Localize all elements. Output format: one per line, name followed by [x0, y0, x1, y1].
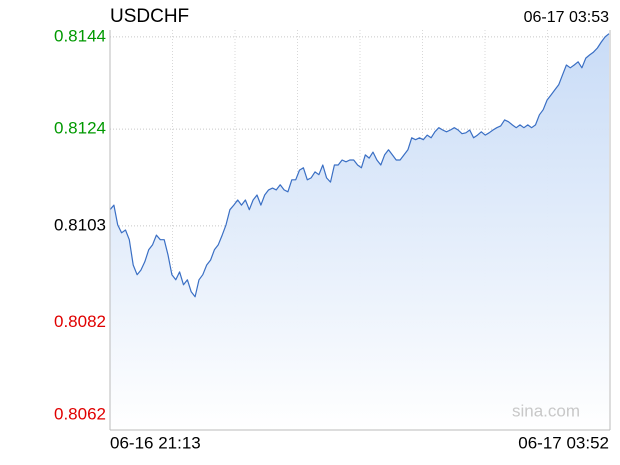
x-tick-label: 06-17 03:52 — [518, 433, 609, 452]
area — [110, 33, 609, 430]
y-tick-label: 0.8062 — [54, 404, 106, 423]
y-tick-label: 0.8124 — [54, 119, 106, 138]
y-tick-label: 0.8082 — [54, 312, 106, 331]
x-tick-label: 06-16 21:13 — [110, 433, 201, 452]
y-tick-label: 0.8144 — [54, 26, 106, 45]
timestamp: 06-17 03:53 — [524, 9, 610, 26]
y-tick-label: 0.8103 — [54, 215, 106, 234]
line — [109, 33, 610, 298]
watermark: sina.com — [512, 401, 580, 420]
chart-title: USDCHF — [110, 6, 189, 27]
